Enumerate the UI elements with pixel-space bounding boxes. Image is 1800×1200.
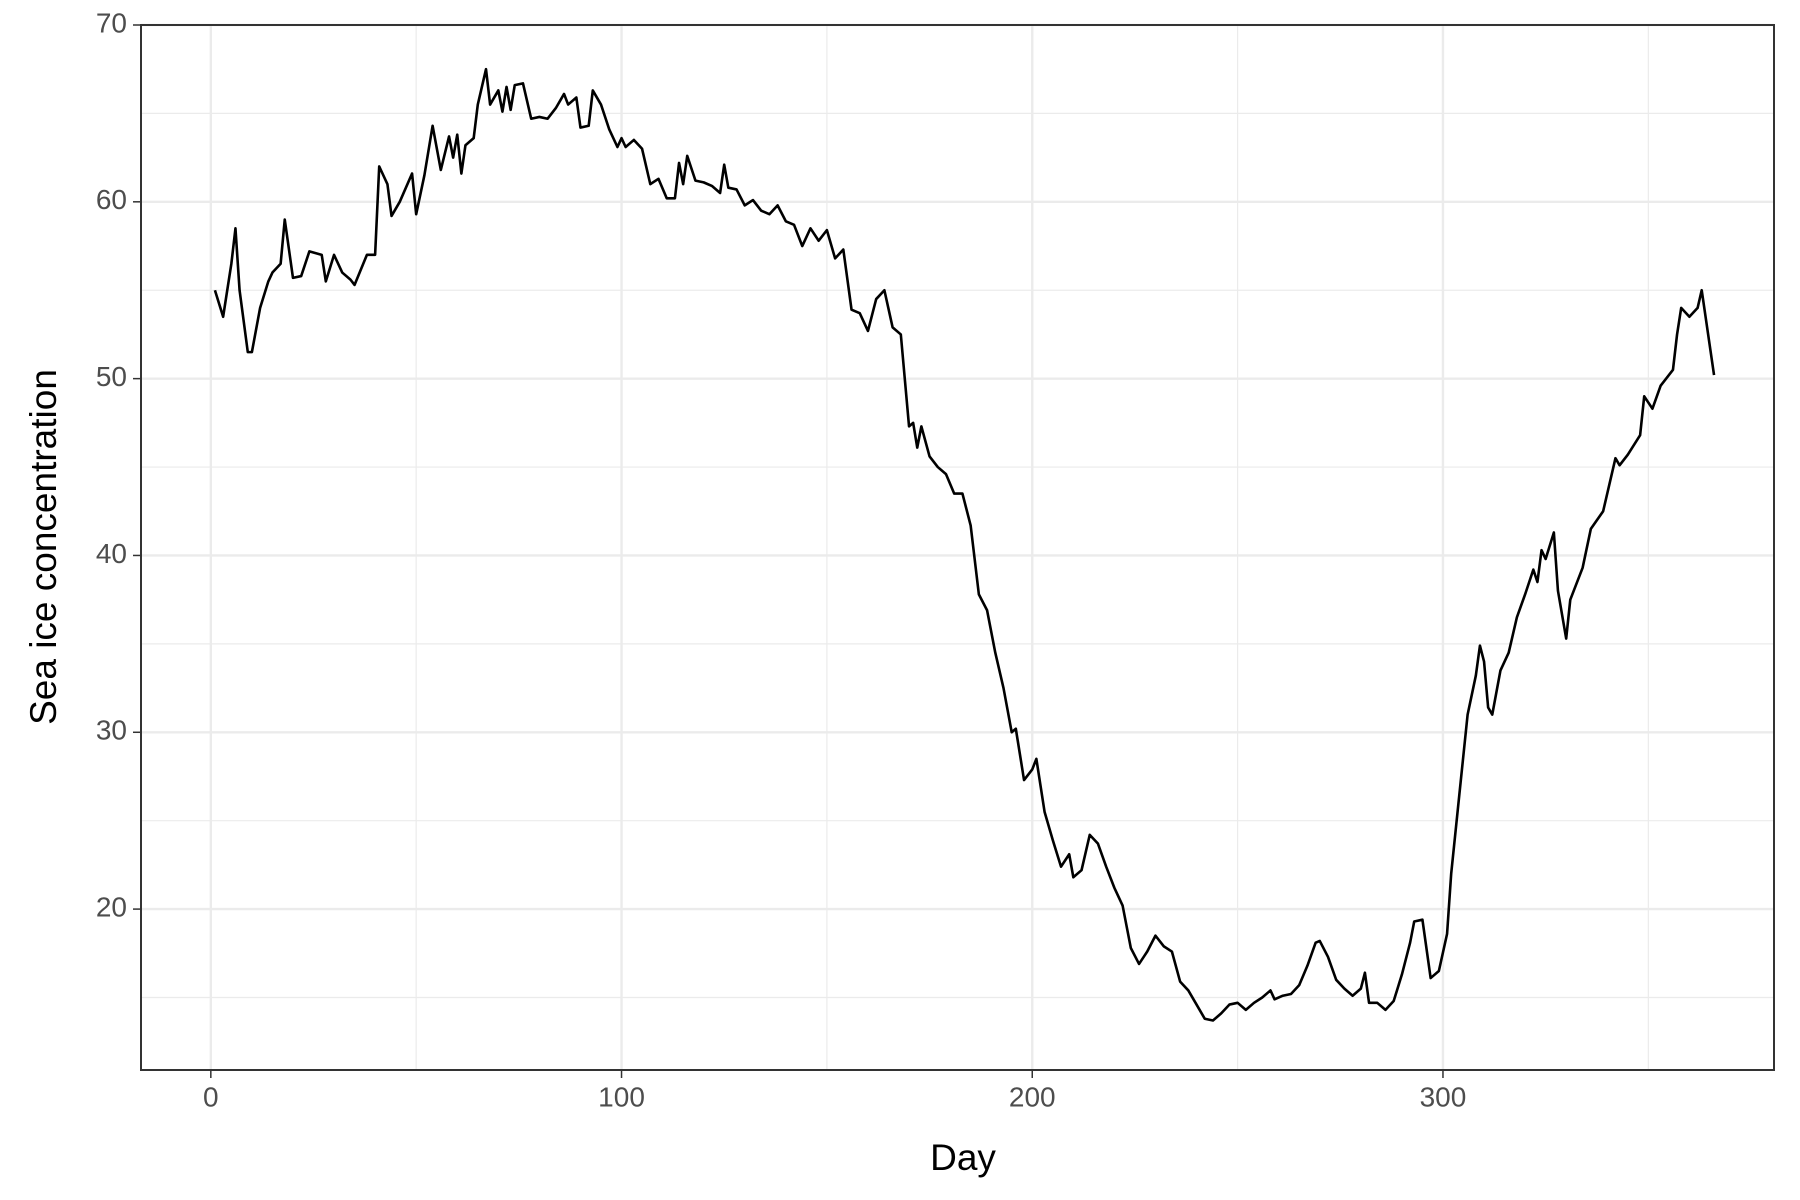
y-tick-label: 40 — [96, 538, 127, 569]
y-tick-label: 60 — [96, 184, 127, 215]
data-line — [213, 67, 1716, 1022]
y-tick-label: 50 — [96, 361, 127, 392]
x-tick-label: 0 — [203, 1081, 219, 1112]
y-axis-title: Sea ice concentration — [23, 369, 64, 725]
y-tick-label: 30 — [96, 715, 127, 746]
y-tick-label: 70 — [96, 7, 127, 38]
x-tick-label: 300 — [1420, 1081, 1467, 1112]
x-tick-label: 200 — [1009, 1081, 1056, 1112]
x-tick-label: 100 — [598, 1081, 645, 1112]
y-tick-label: 20 — [96, 891, 127, 922]
x-axis-title: Day — [930, 1137, 996, 1178]
panel-border — [140, 24, 1775, 1071]
